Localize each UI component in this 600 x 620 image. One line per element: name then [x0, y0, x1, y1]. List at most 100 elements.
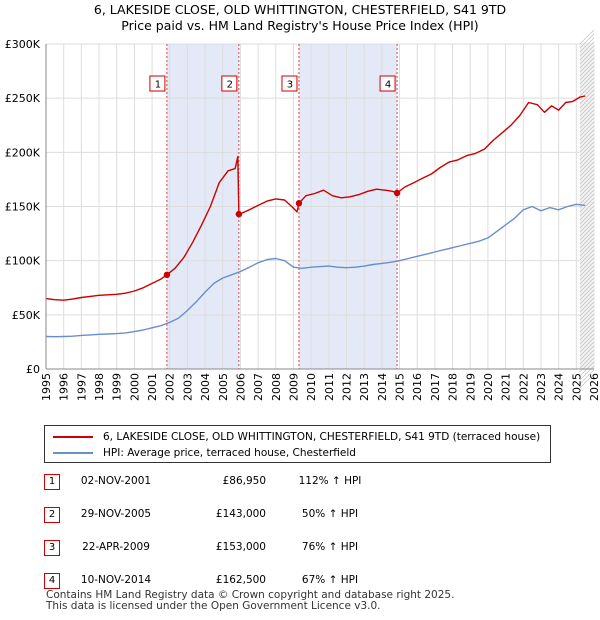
forecast-hatch	[579, 129, 595, 145]
x-tick-label: 2020	[482, 373, 495, 401]
sale-marker-label: 2	[227, 80, 233, 91]
title-line-1: 6, LAKESIDE CLOSE, OLD WHITTINGTON, CHES…	[93, 2, 507, 17]
x-tick-label: 2007	[252, 373, 265, 401]
forecast-hatch	[579, 153, 595, 169]
forecast-hatch	[579, 93, 595, 109]
legend-item-property: 6, LAKESIDE CLOSE, OLD WHITTINGTON, CHES…	[53, 430, 540, 444]
forecast-hatch	[579, 101, 595, 117]
sale-point	[393, 189, 401, 197]
forecast-hatch	[579, 249, 595, 265]
sale-marker-box	[221, 75, 238, 92]
forecast-hatch	[579, 357, 595, 373]
forecast-hatch	[579, 209, 595, 225]
forecast-hatch	[579, 321, 595, 337]
x-tick-label: 2003	[181, 373, 194, 401]
forecast-hatch	[579, 333, 595, 349]
sale-row: 3 22-APR-2009 £153,000 76% ↑ HPI	[44, 540, 404, 556]
forecast-hatch	[579, 217, 595, 233]
forecast-hatch	[579, 313, 595, 329]
y-tick-label: £100K	[5, 255, 41, 268]
sale-marker-box	[149, 75, 166, 92]
forecast-hatch	[579, 285, 595, 301]
forecast-hatch	[579, 65, 595, 81]
forecast-hatch	[579, 273, 595, 289]
x-tick-label: 2015	[394, 373, 407, 401]
x-tick-label: 1997	[75, 373, 88, 401]
forecast-hatch	[579, 205, 595, 221]
x-tick-label: 2011	[323, 373, 336, 401]
chart-title: 6, LAKESIDE CLOSE, OLD WHITTINGTON, CHES…	[0, 2, 600, 34]
forecast-hatch	[579, 261, 595, 277]
sale-price: £162,500	[215, 574, 266, 586]
forecast-hatch	[579, 169, 595, 185]
licence-notice: This data is licensed under the Open Gov…	[46, 600, 381, 612]
forecast-hatch	[579, 369, 595, 385]
forecast-hatch	[579, 337, 595, 353]
forecast-hatch	[579, 269, 595, 285]
forecast-hatch	[579, 373, 595, 389]
forecast-hatch	[579, 89, 595, 105]
y-tick-label: £250K	[5, 92, 41, 105]
sale-marker-label: 3	[287, 80, 293, 91]
forecast-hatch	[579, 365, 595, 381]
forecast-hatch	[579, 317, 595, 333]
x-tick-label: 2014	[376, 373, 389, 401]
x-tick-label: 2009	[287, 373, 300, 401]
title-line-2: Price paid vs. HM Land Registry's House …	[121, 18, 479, 33]
forecast-hatch	[579, 229, 595, 245]
sale-number-badge: 4	[44, 573, 60, 589]
forecast-hatch	[579, 73, 595, 89]
x-tick-label: 2005	[217, 373, 230, 401]
forecast-hatch	[579, 297, 595, 313]
sale-date: 02-NOV-2001	[80, 475, 152, 487]
forecast-hatch	[579, 53, 595, 69]
forecast-hatch	[579, 45, 595, 61]
forecast-hatch	[579, 121, 595, 137]
forecast-hatch	[579, 345, 595, 361]
forecast-hatch	[579, 293, 595, 309]
forecast-hatch	[579, 33, 595, 49]
forecast-hatch	[579, 41, 595, 57]
forecast-hatch	[579, 349, 595, 365]
y-tick-label: £150K	[5, 201, 41, 214]
x-tick-label: 2008	[270, 373, 283, 401]
sale-point	[295, 200, 303, 207]
sale-number-badge: 1	[44, 474, 60, 490]
x-tick-label: 2021	[500, 373, 513, 401]
legend-swatch-property	[53, 436, 93, 438]
sale-price: £153,000	[215, 541, 266, 553]
x-tick-label: 1999	[111, 373, 124, 401]
sale-price: £143,000	[215, 508, 266, 520]
legend-item-hpi: HPI: Average price, terraced house, Ches…	[53, 446, 356, 460]
forecast-hatch	[579, 189, 595, 205]
forecast-hatch	[579, 353, 595, 369]
x-tick-label: 1995	[40, 373, 53, 401]
forecast-hatch	[579, 77, 595, 93]
forecast-hatch	[579, 197, 595, 213]
forecast-hatch	[579, 49, 595, 65]
forecast-hatch	[579, 149, 595, 165]
forecast-hatch	[579, 57, 595, 73]
forecast-hatch	[579, 109, 595, 125]
y-tick-label: £50K	[12, 309, 41, 322]
x-tick-label: 2012	[341, 373, 354, 401]
x-tick-label: 2019	[464, 373, 477, 401]
y-tick-label: £0	[26, 363, 40, 376]
sale-hpi-change: 67% ↑ HPI	[301, 574, 359, 586]
sale-number-badge: 2	[44, 507, 60, 523]
forecast-hatch	[579, 29, 595, 45]
sale-marker-label: 1	[155, 80, 161, 91]
x-tick-label: 2004	[199, 373, 212, 401]
x-tick-label: 2016	[411, 373, 424, 401]
footer: Contains HM Land Registry data © Crown c…	[46, 590, 454, 612]
x-tick-label: 1998	[93, 373, 106, 401]
x-tick-label: 2006	[234, 373, 247, 401]
x-tick-label: 2023	[535, 373, 548, 401]
sale-row: 4 10-NOV-2014 £162,500 67% ↑ HPI	[44, 573, 404, 589]
legend-label-hpi: HPI: Average price, terraced house, Ches…	[103, 447, 356, 459]
forecast-hatch	[579, 329, 595, 345]
property-price-line	[45, 95, 586, 301]
forecast-hatch	[579, 145, 595, 161]
forecast-hatch	[579, 185, 595, 201]
y-tick-label: £200K	[5, 146, 41, 159]
